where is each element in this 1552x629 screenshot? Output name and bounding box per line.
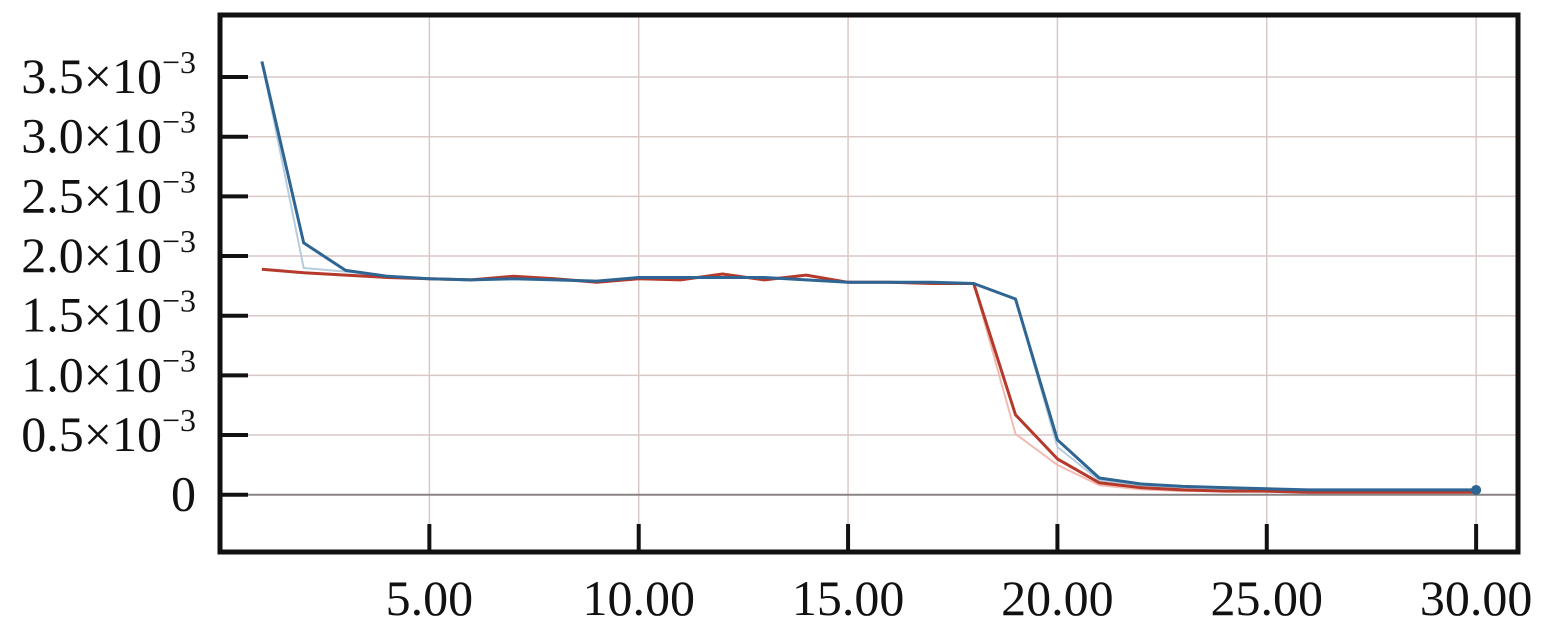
y-tick-label-1: 0.5×10−3 bbox=[21, 402, 196, 462]
series-line-3 bbox=[260, 61, 1477, 492]
x-axis-labels: 5.00 10.00 15.00 20.00 25.00 30.00 bbox=[386, 570, 1533, 626]
series-line-2 bbox=[261, 267, 1477, 494]
y-tick-label-7: 3.5×10−3 bbox=[21, 44, 196, 104]
series-layer bbox=[260, 61, 1482, 495]
x-axis-ticks bbox=[427, 524, 1479, 552]
series-line-0 bbox=[261, 268, 1477, 494]
plot-frame bbox=[217, 12, 1521, 555]
y-tick-label-3: 1.5×10−3 bbox=[21, 283, 196, 343]
series-end-marker-3 bbox=[1471, 484, 1482, 495]
y-tick-label-6: 3.0×10−3 bbox=[21, 104, 196, 164]
x-tick-label-3: 20.00 bbox=[1001, 570, 1114, 626]
x-tick-label-0: 5.00 bbox=[386, 570, 474, 626]
y-tick-label-2: 1.0×10−3 bbox=[21, 342, 196, 402]
x-tick-label-4: 25.00 bbox=[1211, 570, 1324, 626]
y-tick-label-5: 2.5×10−3 bbox=[21, 163, 196, 223]
y-tick-label-0: 0 bbox=[171, 466, 196, 522]
x-tick-label-5: 30.00 bbox=[1420, 570, 1533, 626]
y-axis-labels: 00.5×10−31.0×10−31.5×10−32.0×10−32.5×10−… bbox=[21, 44, 196, 522]
y-axis-ticks bbox=[220, 75, 248, 497]
y-tick-label-4: 2.0×10−3 bbox=[21, 223, 196, 283]
series-line-1 bbox=[260, 61, 1477, 493]
x-tick-label-2: 15.00 bbox=[792, 570, 905, 626]
grid-lines bbox=[220, 15, 1518, 552]
x-tick-label-1: 10.00 bbox=[582, 570, 695, 626]
